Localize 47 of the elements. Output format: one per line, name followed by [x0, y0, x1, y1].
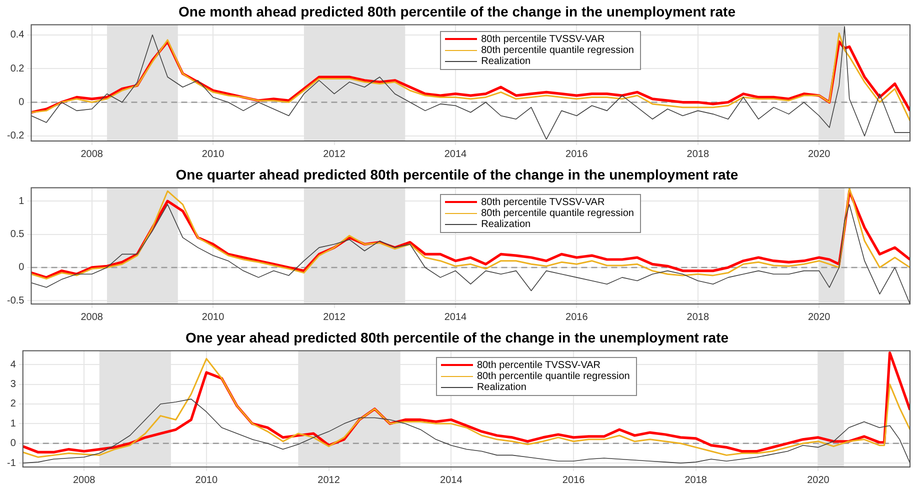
y-tick-label: 0.4 — [10, 30, 25, 41]
x-tick-label: 2008 — [80, 148, 104, 160]
legend-label: 80th percentile quantile regression — [481, 208, 634, 219]
y-tick-label: 0.2 — [10, 63, 25, 74]
y-tick-label: 0 — [18, 262, 25, 274]
x-tick-label: 2012 — [323, 312, 346, 323]
x-tick-label: 2014 — [440, 474, 463, 486]
legend-label: 80th percentile TVSSV-VAR — [481, 34, 605, 45]
x-tick-label: 2018 — [686, 148, 710, 160]
x-tick-label: 2016 — [566, 148, 588, 160]
chart-title: One month ahead predicted 80th percentile of the change in the unemployment rate — [178, 3, 736, 20]
x-tick-label: 2020 — [807, 474, 830, 486]
x-tick-label: 2018 — [686, 312, 710, 323]
legend-label: 80th percentile TVSSV-VAR — [481, 196, 605, 208]
y-tick-label: -1 — [6, 458, 16, 469]
legend-label: 80th percentile quantile regression — [481, 44, 634, 56]
x-tick-label: 2020 — [808, 312, 831, 323]
y-tick-label: 0 — [18, 97, 25, 108]
x-tick-label: 2010 — [202, 148, 225, 160]
legend-label: Realization — [481, 56, 531, 67]
legend-label: 80th percentile TVSSV-VAR — [476, 360, 601, 371]
y-tick-label: 2 — [10, 398, 16, 410]
legend-label: Realization — [476, 382, 526, 393]
x-tick-label: 2010 — [195, 474, 218, 486]
chart-title: One quarter ahead predicted 80th percentile of the change in the unemployment rate — [176, 166, 738, 182]
y-tick-label: -0.5 — [6, 295, 25, 306]
x-tick-label: 2012 — [323, 148, 346, 160]
x-tick-label: 2008 — [80, 312, 104, 323]
y-tick-label: 4 — [10, 359, 16, 370]
y-tick-label: 1 — [18, 196, 25, 207]
y-tick-label: 0.5 — [10, 229, 25, 240]
y-tick-label: 1 — [10, 418, 16, 430]
x-tick-label: 2016 — [562, 474, 586, 486]
chart-title: One year ahead predicted 80th percentile of the change in the unemployment rate — [185, 329, 729, 346]
y-tick-label: 0 — [10, 438, 16, 450]
x-tick-label: 2016 — [566, 312, 588, 323]
x-tick-label: 2010 — [202, 312, 225, 323]
x-tick-label: 2008 — [72, 474, 96, 486]
y-tick-label: 3 — [10, 379, 16, 390]
x-tick-label: 2014 — [444, 148, 468, 160]
x-tick-label: 2014 — [444, 312, 468, 323]
legend-label: 80th percentile quantile regression — [476, 370, 630, 382]
x-tick-label: 2018 — [684, 474, 708, 486]
legend-label: Realization — [481, 218, 531, 230]
x-tick-label: 2020 — [808, 148, 831, 160]
x-tick-label: 2012 — [318, 474, 340, 486]
y-tick-label: -0.2 — [6, 130, 25, 142]
